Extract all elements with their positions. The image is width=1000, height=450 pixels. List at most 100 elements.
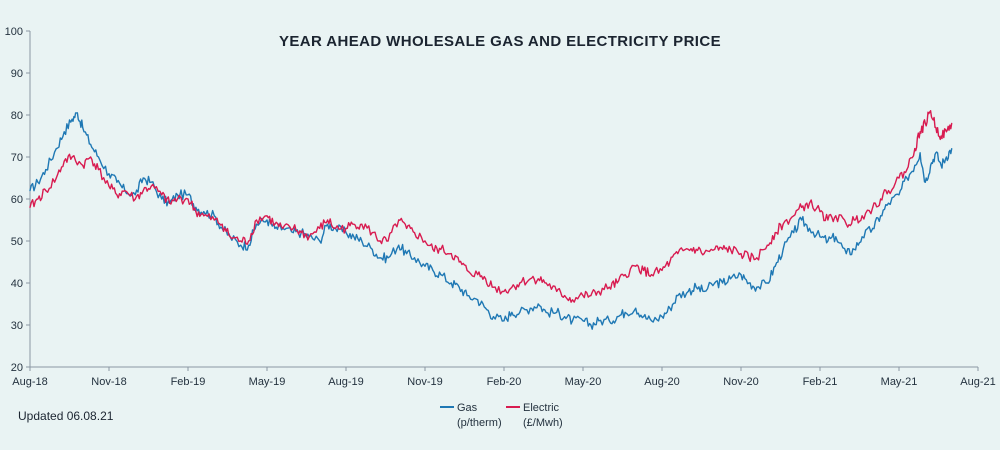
data-point-gas — [142, 177, 144, 179]
data-point-gas — [150, 181, 152, 183]
data-point-electric — [714, 248, 716, 250]
data-point-gas — [213, 215, 215, 217]
data-point-electric — [872, 206, 874, 208]
data-point-gas — [598, 320, 600, 322]
data-point-electric — [598, 290, 600, 292]
data-point-gas — [827, 240, 829, 242]
data-point-gas — [413, 257, 416, 259]
data-point-electric — [729, 248, 732, 250]
data-point-electric — [424, 240, 426, 242]
data-point-gas — [511, 311, 513, 313]
data-point-electric — [240, 240, 242, 242]
data-point-electric — [808, 202, 811, 204]
chart-title: YEAR AHEAD WHOLESALE GAS AND ELECTRICITY… — [279, 33, 721, 50]
data-point-gas — [951, 148, 953, 150]
legend-item-electric: Electric (£/Mwh) — [506, 401, 563, 431]
data-point-gas — [845, 253, 847, 255]
data-point-gas — [503, 320, 505, 322]
data-point-electric — [274, 223, 276, 225]
data-point-gas — [187, 194, 189, 196]
data-point-gas — [624, 311, 626, 313]
data-point-electric — [124, 190, 126, 192]
series-line-gas — [29, 112, 953, 330]
data-point-gas — [740, 274, 742, 276]
data-point-electric — [650, 274, 653, 276]
data-point-electric — [556, 290, 558, 292]
data-point-electric — [677, 253, 679, 255]
data-point-gas — [872, 227, 874, 229]
legend-swatch-electric — [506, 406, 520, 409]
data-point-electric — [29, 206, 31, 208]
x-tick-label: Feb-21 — [803, 376, 838, 388]
data-point-gas — [766, 282, 768, 284]
data-point-gas — [687, 290, 689, 292]
data-point-gas — [650, 320, 653, 322]
data-point-electric — [319, 227, 321, 229]
data-point-electric — [458, 261, 460, 263]
y-tick-label: 70 — [11, 152, 23, 164]
data-point-electric — [37, 198, 39, 200]
data-point-electric — [292, 227, 294, 229]
data-point-electric — [503, 290, 505, 292]
data-point-gas — [635, 307, 637, 309]
data-point-electric — [398, 219, 400, 221]
data-point-electric — [195, 211, 197, 213]
data-point-gas — [906, 177, 908, 179]
data-point-electric — [880, 198, 882, 200]
data-point-gas — [924, 181, 926, 183]
data-point-electric — [616, 282, 618, 284]
y-tick-label: 80 — [11, 110, 23, 122]
data-point-electric — [300, 232, 302, 234]
data-point-gas — [45, 169, 47, 171]
data-point-gas — [669, 307, 671, 309]
x-tick-label: May-20 — [565, 376, 602, 388]
data-point-electric — [485, 278, 487, 280]
data-point-gas — [722, 282, 724, 284]
data-point-gas — [748, 282, 750, 284]
data-point-gas — [529, 307, 531, 309]
data-point-electric — [466, 269, 468, 271]
data-point-gas — [492, 316, 495, 318]
data-point-gas — [63, 131, 65, 133]
data-point-gas — [819, 236, 821, 238]
x-tick-label: Nov-19 — [407, 376, 442, 388]
data-point-electric — [176, 198, 179, 200]
x-tick-label: Aug-21 — [960, 376, 995, 388]
data-point-gas — [466, 295, 468, 297]
data-point-electric — [545, 282, 547, 284]
data-point-electric — [827, 219, 829, 221]
data-point-electric — [63, 160, 65, 162]
legend-label-electric: Electric — [523, 402, 560, 414]
data-point-gas — [582, 320, 584, 322]
data-point-gas — [661, 316, 663, 318]
data-point-electric — [353, 223, 355, 225]
data-point-gas — [782, 248, 784, 250]
data-point-electric — [492, 286, 495, 288]
data-point-electric — [334, 227, 337, 229]
updated-note: Updated 06.08.21 — [18, 409, 114, 423]
data-point-electric — [229, 236, 231, 238]
data-point-electric — [782, 223, 784, 225]
data-point-gas — [898, 194, 900, 196]
data-point-electric — [406, 227, 408, 229]
data-point-gas — [353, 236, 355, 238]
data-point-electric — [774, 232, 776, 234]
data-point-electric — [345, 227, 347, 229]
data-point-electric — [308, 236, 310, 238]
data-point-gas — [714, 282, 716, 284]
data-point-electric — [914, 148, 916, 150]
data-point-gas — [940, 164, 942, 166]
legend-label-gas: Gas — [457, 402, 478, 414]
data-point-gas — [556, 311, 558, 313]
data-point-gas — [379, 257, 381, 259]
data-point-gas — [880, 215, 882, 217]
data-point-electric — [608, 286, 610, 288]
data-point-gas — [537, 303, 539, 305]
data-point-electric — [661, 269, 663, 271]
data-point-gas — [240, 244, 242, 246]
data-point-gas — [203, 211, 205, 213]
data-point-electric — [835, 215, 837, 217]
x-tick-label: Nov-20 — [723, 376, 758, 388]
data-point-gas — [90, 143, 92, 145]
